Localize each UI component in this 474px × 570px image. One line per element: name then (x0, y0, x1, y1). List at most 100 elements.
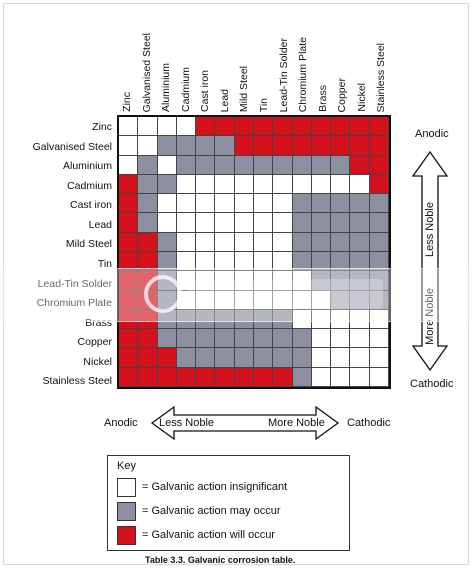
grid-cell (215, 136, 235, 156)
key-label: = Galvanic action may occur (142, 505, 281, 517)
grid-cell (331, 117, 351, 137)
grid-cell (138, 194, 158, 214)
grid-cell (234, 174, 254, 195)
grid-cell (119, 271, 139, 291)
grid-cell (234, 232, 254, 252)
grid-cell (311, 117, 332, 137)
grid-cell (311, 232, 332, 252)
key-label: = Galvanic action insignificant (142, 481, 288, 493)
grid-cell (254, 367, 274, 387)
grid-cell (331, 271, 351, 291)
grid-cell (215, 232, 235, 252)
grid-cell (350, 117, 370, 137)
vertical-cathodic-label: Cathodic (410, 378, 454, 390)
grid-cell (331, 232, 351, 252)
grid-cell (254, 271, 274, 291)
grid-cell (234, 290, 254, 310)
grid-cell (254, 309, 274, 330)
grid-cell (234, 136, 254, 156)
grid-cell (254, 232, 274, 252)
row-label: Nickel (83, 355, 112, 368)
grid-cell (273, 367, 293, 387)
grey-swatch (117, 502, 136, 521)
watermark-logo-icon (144, 275, 383, 313)
grid-cell (292, 232, 312, 252)
grid-cell (138, 117, 158, 137)
grid-cell (234, 155, 254, 175)
grid-cell (119, 329, 139, 349)
grid-cell (176, 271, 197, 291)
horizontal-cathodic-label: Cathodic (347, 417, 391, 429)
grid-cell (369, 213, 389, 233)
grid-cell (292, 367, 312, 387)
grid-cell (331, 194, 351, 214)
grid-cell (157, 309, 177, 330)
corrosion-grid (117, 115, 391, 389)
column-header: Cadmium (179, 67, 192, 112)
row-label: Galvanised Steel (32, 140, 112, 153)
grid-cell (254, 136, 274, 156)
column-header: Brass (316, 85, 329, 112)
grid-cell (311, 309, 332, 330)
grid-cell (350, 155, 370, 175)
grid-cell (273, 271, 293, 291)
grid-cell (196, 117, 216, 137)
grid-cell (119, 367, 139, 387)
grid-cell (176, 329, 197, 349)
grid-cell (292, 348, 312, 368)
grid-cell (138, 155, 158, 175)
column-header: Nickel (355, 83, 368, 112)
grid-cell (234, 329, 254, 349)
grid-cell (273, 290, 293, 310)
grid-cell (215, 194, 235, 214)
grid-cell (273, 194, 293, 214)
grid-cell (196, 194, 216, 214)
horizontal-double-arrow: Less Noble More Noble (150, 404, 340, 442)
grid-cell (157, 252, 177, 272)
column-header: Zinc (120, 92, 133, 112)
grid-cell (196, 155, 216, 175)
grid-cell (119, 348, 139, 368)
grid-cell (119, 194, 139, 214)
grid-cell (234, 348, 254, 368)
grid-cell (119, 232, 139, 252)
grid-cell (138, 174, 158, 195)
grid-cell (369, 136, 389, 156)
grid-cell (119, 290, 139, 310)
grid-cell (311, 271, 332, 291)
grid-cell (157, 155, 177, 175)
page-border (3, 3, 469, 565)
row-label: Tin (97, 258, 112, 270)
grid-cell (350, 367, 370, 387)
grid-cell (331, 174, 351, 195)
grid-cell (254, 174, 274, 195)
grid-cell (273, 155, 293, 175)
grid-cell (138, 367, 158, 387)
grid-cell (273, 329, 293, 349)
grid-cell (215, 367, 235, 387)
row-label: Brass (85, 316, 112, 329)
grid-cell (350, 309, 370, 330)
grid-cell (157, 117, 177, 137)
grid-cell (369, 271, 389, 291)
vertical-double-arrow: Less Noble More Noble (409, 150, 451, 372)
grid-cell (292, 252, 312, 272)
grid-cell (292, 271, 312, 291)
grid-cell (369, 348, 389, 368)
grid-cell (157, 329, 177, 349)
grid-cell (369, 252, 389, 272)
grid-cell (254, 194, 274, 214)
less-noble-horizontal-label: Less Noble (159, 417, 215, 429)
grid-cell (273, 174, 293, 195)
grid-cell (196, 290, 216, 310)
grid-cell (138, 136, 158, 156)
grid-cell (176, 309, 197, 330)
grid-cell (273, 232, 293, 252)
grid-cell (196, 232, 216, 252)
grid-cell (138, 329, 158, 349)
column-header: Aluminium (159, 62, 172, 112)
grid-cell (292, 194, 312, 214)
vertical-anodic-label: Anodic (415, 128, 449, 140)
grid-cell (234, 213, 254, 233)
grid-cell (331, 367, 351, 387)
